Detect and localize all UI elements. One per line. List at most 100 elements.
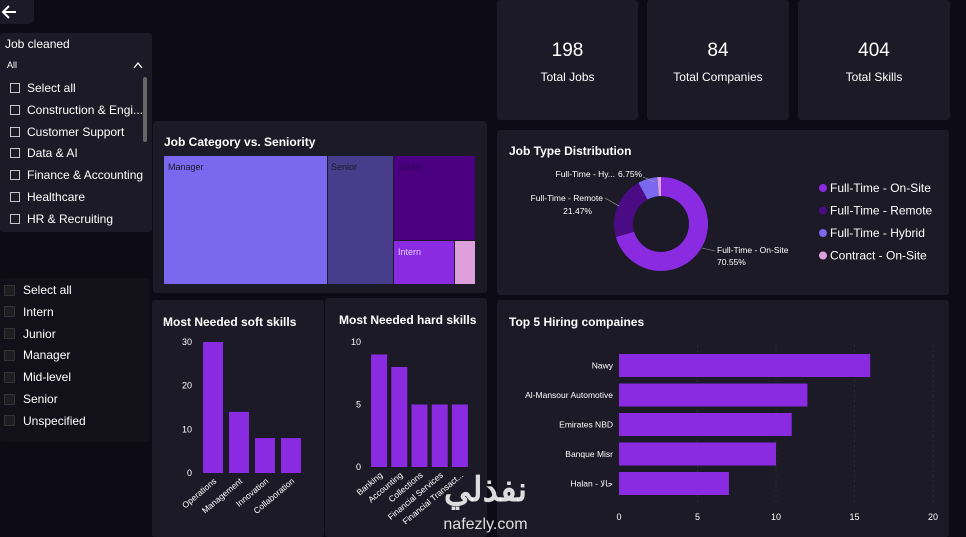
kpi-value: 198	[551, 40, 584, 61]
checkbox[interactable]	[10, 213, 20, 224]
panel-title: Most Needed hard skills	[339, 313, 477, 327]
slicer-item[interactable]: Customer Support	[10, 122, 124, 142]
legend-label[interactable]: Full-Time - Remote	[830, 204, 933, 218]
watermark-logo: نفذلي nafezly.com	[428, 470, 543, 537]
slicer-item-label: Customer Support	[27, 124, 125, 139]
slicer-item[interactable]: Select all	[10, 78, 76, 98]
x-tick-label: 10	[771, 512, 781, 522]
hiring-chart: 0 5 10 15 20 Nawy Al-Mansour Automotive Emirate…	[525, 345, 938, 522]
checkbox[interactable]	[10, 170, 20, 181]
checkbox[interactable]	[10, 192, 20, 202]
hard-skills-chart: 0510BankingAccountingCollectionsFinancia…	[351, 337, 468, 526]
leader-line	[642, 176, 656, 183]
slicer-item[interactable]: Healthcare	[10, 187, 85, 207]
bar[interactable]	[619, 472, 729, 495]
slicer-dropdown[interactable]: All	[5, 59, 147, 73]
slicer-item[interactable]: Data & AI	[10, 143, 78, 163]
checkbox[interactable]	[4, 284, 15, 296]
kpi-total-companies: 84 Total Companies	[647, 0, 789, 120]
checkbox[interactable]	[4, 349, 15, 361]
treemap-label: Intern	[398, 247, 421, 257]
y-tick-label: 0	[187, 468, 192, 478]
treemap-label: Senior	[331, 162, 357, 172]
slicer-item-label: HR & Recruiting	[27, 211, 114, 226]
checkbox[interactable]	[4, 371, 15, 383]
slicer-item-label: Finance & Accounting	[27, 168, 144, 183]
leader-line	[604, 197, 620, 207]
bar[interactable]	[391, 367, 408, 467]
job-type-panel: Job Type Distribution Full-Time - Hy... …	[497, 130, 949, 295]
y-tick-label: Nawy	[592, 361, 614, 371]
slicer-item[interactable]: Mid-level	[4, 367, 71, 387]
bar[interactable]	[451, 404, 468, 468]
donut-label: Full-Time - Remote	[531, 193, 604, 203]
donut-slice[interactable]	[657, 177, 661, 197]
kpi-label: Total Skills	[845, 70, 903, 84]
slicer-item-label: Mid-level	[23, 370, 72, 385]
y-tick-label: 10	[351, 337, 361, 347]
treemap-cell-manager[interactable]	[164, 156, 327, 284]
bar[interactable]	[281, 438, 301, 473]
dropdown-value: All	[7, 60, 18, 70]
checkbox[interactable]	[4, 306, 15, 318]
bar[interactable]	[619, 442, 776, 466]
slicer-item[interactable]: Senior	[4, 389, 58, 409]
panel-title: Job Category vs. Seniority	[164, 135, 316, 149]
checkbox[interactable]	[4, 328, 15, 340]
slicer-item[interactable]: HR & Recruiting	[10, 209, 113, 229]
legend-label[interactable]: Contract - On-Site	[830, 249, 927, 263]
back-button[interactable]	[0, 0, 34, 24]
slicer-item[interactable]: Manager	[4, 345, 70, 365]
legend-label[interactable]: Full-Time - On-Site	[830, 181, 931, 195]
slicer-item[interactable]: Finance & Accounting	[10, 165, 143, 185]
legend-swatch	[819, 251, 827, 260]
bar[interactable]	[229, 411, 249, 473]
treemap-cell-senior[interactable]	[328, 156, 393, 284]
kpi-label: Total Jobs	[540, 70, 595, 84]
slicer-item[interactable]: Construction & Engi...	[10, 100, 143, 120]
bar[interactable]	[619, 354, 871, 377]
bar[interactable]	[619, 413, 792, 436]
slicer-item[interactable]: Select all	[4, 280, 72, 300]
y-tick-label: Halan - حالا	[571, 479, 613, 489]
donut-slice[interactable]	[614, 182, 648, 237]
slicer-scrollbar[interactable]	[143, 77, 147, 142]
checkbox[interactable]	[10, 83, 20, 93]
kpi-total-jobs: 198 Total Jobs	[497, 0, 638, 120]
checkbox[interactable]	[10, 104, 20, 115]
bar[interactable]	[255, 438, 275, 473]
x-tick-label: 15	[849, 512, 859, 522]
checkbox[interactable]	[4, 415, 15, 427]
arrow-left-icon	[1, 5, 16, 19]
slicer-item[interactable]: Junior	[4, 324, 56, 344]
x-tick-label: 0	[616, 512, 621, 522]
soft-skills-panel: Most Needed soft skills 0 10 20 30 Operation…	[152, 300, 324, 537]
bar[interactable]	[619, 383, 808, 407]
donut-pct: 21.47%	[563, 206, 592, 216]
slicer-item-label: Junior	[23, 326, 56, 341]
checkbox[interactable]	[10, 126, 20, 137]
y-tick-label: 10	[182, 424, 192, 434]
donut-slice[interactable]	[615, 177, 708, 271]
checkbox[interactable]	[4, 393, 15, 405]
bar[interactable]	[431, 404, 448, 468]
legend-label[interactable]: Full-Time - Hybrid	[830, 226, 925, 240]
slicer-item[interactable]: Intern	[4, 302, 54, 322]
slicer-item-label: Unspecified	[23, 413, 86, 428]
slicer-item[interactable]: Unspecified	[4, 411, 86, 431]
bar[interactable]	[411, 404, 428, 468]
y-tick-label: Banque Misr	[565, 449, 613, 459]
job-category-slicer: Job cleaned All Select all Construction &…	[0, 33, 152, 232]
checkbox[interactable]	[10, 148, 20, 159]
bar[interactable]	[203, 342, 223, 473]
bar[interactable]	[371, 354, 388, 468]
kpi-total-skills: 404 Total Skills	[798, 0, 950, 120]
treemap-cell-small[interactable]	[455, 241, 475, 284]
slicer-item-label: Senior	[23, 392, 58, 406]
slicer-item-label: Healthcare	[27, 190, 86, 204]
treemap-cell-intern[interactable]	[394, 241, 454, 284]
y-tick-label: 20	[182, 381, 192, 391]
kpi-value: 84	[707, 40, 729, 61]
donut-slice[interactable]	[638, 177, 659, 200]
treemap-cell-junior[interactable]	[394, 156, 475, 240]
